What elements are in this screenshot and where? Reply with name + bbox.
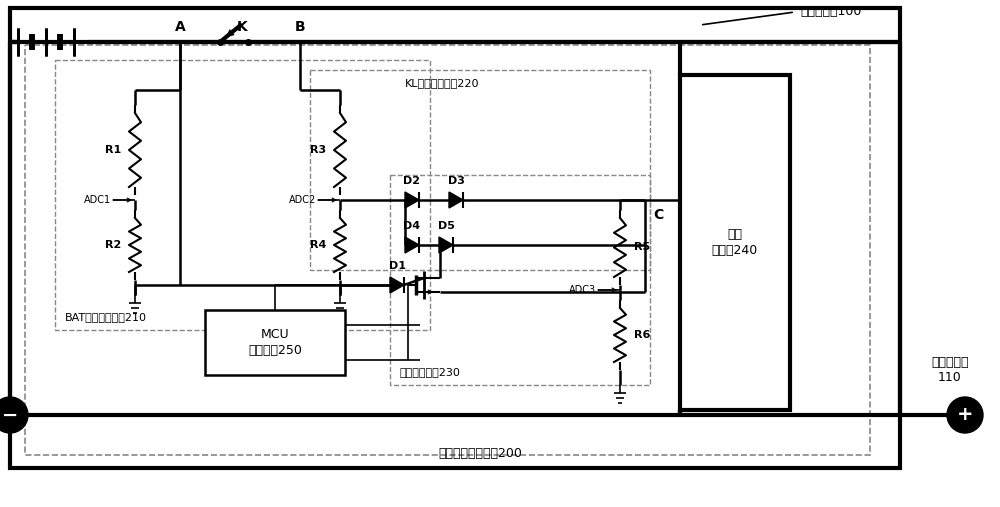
- Bar: [390, 175, 650, 385]
- Text: ADC1: ADC1: [84, 195, 111, 205]
- Bar: [10, 8, 900, 468]
- Text: D3: D3: [448, 176, 464, 186]
- Text: KL供电回路模块220: KL供电回路模块220: [405, 78, 480, 88]
- Text: 第二
锂电池240: 第二 锂电池240: [712, 229, 758, 257]
- Text: C: C: [653, 208, 663, 222]
- Text: R2: R2: [105, 240, 121, 250]
- Bar: [55, 60, 430, 330]
- Text: 诊断回路模块230: 诊断回路模块230: [400, 367, 461, 377]
- Text: 第一锂电池
110: 第一锂电池 110: [931, 356, 969, 384]
- Text: +: +: [957, 406, 973, 424]
- Text: A: A: [175, 20, 185, 34]
- Text: BAT供电回路模块210: BAT供电回路模块210: [65, 312, 147, 322]
- Polygon shape: [449, 192, 463, 208]
- Text: MCU
控制模块250: MCU 控制模块250: [248, 329, 302, 356]
- Text: B: B: [295, 20, 305, 34]
- Text: ADC3: ADC3: [569, 285, 596, 295]
- Text: D2: D2: [404, 176, 420, 186]
- Bar: [310, 70, 650, 270]
- Text: R1: R1: [105, 145, 121, 155]
- Text: R3: R3: [310, 145, 326, 155]
- Text: R5: R5: [634, 242, 650, 252]
- Text: R4: R4: [310, 240, 326, 250]
- Text: ADC2: ADC2: [289, 195, 316, 205]
- Text: R6: R6: [634, 330, 650, 340]
- Circle shape: [0, 397, 28, 433]
- Polygon shape: [390, 277, 404, 293]
- Text: 电池管理系统模块200: 电池管理系统模块200: [438, 447, 522, 460]
- Text: K: K: [237, 20, 247, 34]
- Bar: [680, 75, 790, 410]
- Text: D1: D1: [388, 261, 406, 271]
- Text: D4: D4: [403, 221, 421, 231]
- Circle shape: [947, 397, 983, 433]
- Polygon shape: [439, 237, 453, 253]
- Text: 电池包模块100: 电池包模块100: [800, 5, 861, 18]
- Bar: [205, 310, 345, 375]
- Text: −: −: [2, 406, 18, 424]
- Bar: [25, 45, 870, 455]
- Polygon shape: [405, 237, 419, 253]
- Polygon shape: [405, 192, 419, 208]
- Text: D5: D5: [438, 221, 454, 231]
